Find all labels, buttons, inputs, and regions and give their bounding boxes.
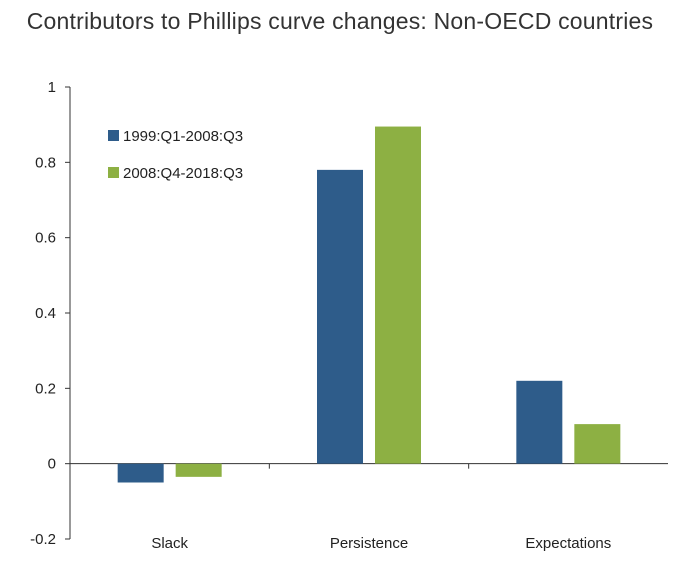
legend-swatch (108, 167, 119, 178)
bar (574, 424, 621, 464)
axes (65, 86, 668, 540)
y-tick-label: -0.2 (30, 531, 56, 548)
x-tick-label: Persistence (330, 535, 408, 552)
legend-label: 2008:Q4-2018:Q3 (123, 165, 243, 182)
y-tick-label: 0.6 (35, 230, 56, 247)
bar (375, 126, 421, 464)
bar (317, 169, 363, 464)
y-tick-label: 0.8 (35, 154, 56, 171)
bars (117, 126, 621, 483)
x-tick-label: Slack (151, 535, 188, 552)
y-tick-label: 0.4 (35, 305, 56, 322)
y-tick-label: 0 (48, 456, 56, 473)
legend-swatch (108, 130, 119, 141)
x-tick-label: Expectations (525, 535, 611, 552)
bar (175, 463, 222, 477)
y-tick-label: 0.2 (35, 380, 56, 397)
bar (516, 380, 563, 464)
legend-label: 1999:Q1-2008:Q3 (123, 128, 243, 145)
legend: 1999:Q1-2008:Q3 2008:Q4-2018:Q3 (108, 128, 243, 182)
chart-title: Contributors to Phillips curve changes: … (26, 8, 654, 34)
tick-labels: -0.2 0 0.2 0.4 0.6 0.8 1 Slack Persistence Expect… (30, 79, 611, 552)
bar (117, 463, 164, 483)
y-tick-label: 1 (48, 79, 56, 96)
